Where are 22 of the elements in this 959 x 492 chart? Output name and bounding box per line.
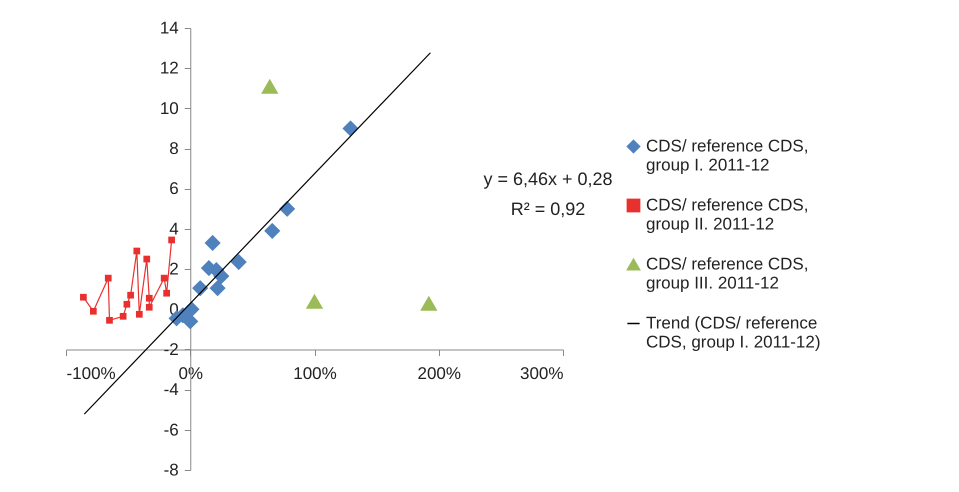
y-tick-label: -2: [164, 340, 179, 359]
legend-label: CDS/ reference CDS, group III. 2011-12: [646, 254, 808, 292]
legend-label: Trend (CDS/ reference CDS, group I. 2011-12): [646, 314, 820, 352]
y-tick-label: -8: [164, 460, 179, 480]
y-tick-label: 2: [169, 260, 179, 279]
x-tick-label: 0%: [178, 364, 204, 383]
x-tick-label: 100%: [293, 364, 337, 383]
y-tick-label: 12: [160, 58, 179, 78]
x-tick-label: -100%: [66, 364, 116, 383]
legend-label: CDS/ reference CDS, group I. 2011-12: [646, 136, 808, 174]
x-tick-label: 300%: [520, 364, 564, 383]
y-tick-label: -6: [164, 420, 179, 440]
y-tick-label: 14: [160, 18, 179, 38]
y-tick-label: 8: [169, 139, 179, 158]
y-tick-label: 4: [169, 219, 179, 238]
y-tick-label: -4: [164, 380, 179, 400]
y-tick-label: 10: [160, 98, 179, 118]
annotation: R² = 0,92: [510, 199, 586, 219]
y-tick-label: 6: [169, 179, 179, 198]
x-tick-label: 200%: [418, 364, 461, 383]
annotation: y = 6,46x + 0,28: [483, 169, 613, 189]
legend-label: CDS/ reference CDS, group II. 2011-12: [646, 196, 808, 234]
